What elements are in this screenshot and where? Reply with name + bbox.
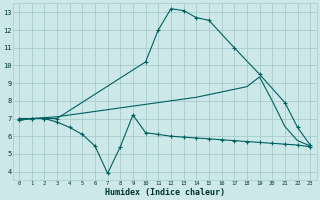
X-axis label: Humidex (Indice chaleur): Humidex (Indice chaleur) <box>105 188 225 197</box>
